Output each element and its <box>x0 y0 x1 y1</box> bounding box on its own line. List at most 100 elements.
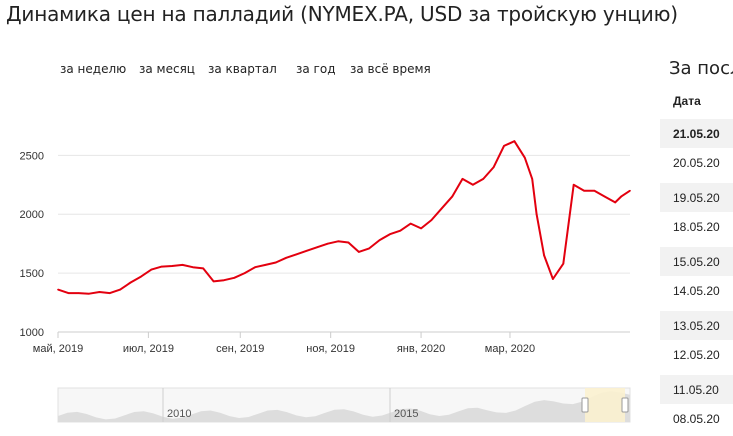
x-tick-label: сен, 2019 <box>216 343 264 355</box>
data-point <box>212 280 215 283</box>
tab-week[interactable]: за неделю <box>60 62 127 76</box>
data-point <box>562 262 565 265</box>
data-point <box>171 265 173 267</box>
table-row[interactable]: 19.05.20 <box>660 183 733 212</box>
data-point <box>77 292 80 294</box>
table-row[interactable]: 11.05.20 <box>660 375 733 404</box>
data-point <box>482 178 485 180</box>
data-point <box>389 233 391 236</box>
table-cell-date: 15.05.20 <box>673 255 720 269</box>
data-point <box>513 140 516 142</box>
data-point <box>285 257 288 259</box>
data-point <box>275 261 277 264</box>
navigator-selection <box>585 388 625 422</box>
x-tick-label: ноя, 2019 <box>306 343 355 355</box>
navigator-tick-label: 2010 <box>167 408 191 420</box>
data-point <box>472 183 474 186</box>
table-row[interactable]: 20.05.20 <box>660 148 733 177</box>
data-point <box>583 189 585 192</box>
page-title: Динамика цен на палладий (NYMEX.PA, USD … <box>6 2 678 26</box>
table-cell-date: 19.05.20 <box>673 191 720 205</box>
data-point <box>192 266 194 269</box>
data-point <box>461 178 464 180</box>
navigator[interactable]: 2010 2015 <box>57 387 631 423</box>
data-point <box>552 278 554 280</box>
data-point <box>67 292 70 294</box>
table-row[interactable]: 13.05.20 <box>660 311 733 340</box>
tab-all-time[interactable]: за всё время <box>350 62 431 76</box>
data-point <box>316 246 319 248</box>
data-point <box>119 288 122 291</box>
table-cell-date: 12.05.20 <box>673 348 720 362</box>
price-chart[interactable]: 1000 1500 2000 2500 май, 2019 июл, 2019 сен, … <box>0 100 660 436</box>
data-point <box>140 275 142 278</box>
table-row[interactable]: 08.05.20 <box>660 404 733 433</box>
data-point <box>535 213 538 216</box>
x-tick-label: май, 2019 <box>33 343 83 355</box>
data-point <box>451 195 453 198</box>
data-point <box>523 156 526 159</box>
data-point <box>306 249 308 252</box>
table-row[interactable]: 15.05.20 <box>660 247 733 276</box>
table-row[interactable]: 21.05.20 <box>660 119 733 148</box>
data-point <box>57 288 59 291</box>
x-tick-label: мар, 2020 <box>485 343 535 355</box>
data-point <box>604 195 606 198</box>
navigator-tick-label: 2015 <box>394 408 418 420</box>
data-point <box>223 279 225 281</box>
data-point <box>160 265 163 268</box>
data-point <box>441 207 443 210</box>
table-row[interactable]: 12.05.20 <box>660 340 733 369</box>
data-point <box>629 189 631 192</box>
table-row[interactable]: 14.05.20 <box>660 276 733 305</box>
data-point <box>543 254 545 257</box>
data-point <box>181 264 184 266</box>
data-point <box>420 227 422 230</box>
navigator-left-handle <box>581 397 589 413</box>
table-cell-date: 08.05.20 <box>673 412 720 426</box>
data-point <box>337 240 339 243</box>
tab-month[interactable]: за месяц <box>139 62 195 76</box>
data-point <box>233 277 236 279</box>
data-point <box>378 239 381 241</box>
tab-quarter[interactable]: за квартал <box>208 62 277 76</box>
y-tick-label: 2000 <box>20 209 44 221</box>
data-point <box>399 229 402 232</box>
data-point <box>254 266 256 269</box>
side-table-date-header: Дата <box>673 94 701 108</box>
y-axis: 1000 1500 2000 2500 <box>20 150 44 339</box>
navigator-right-handle <box>621 397 629 413</box>
table-cell-date: 11.05.20 <box>673 383 719 397</box>
data-point <box>492 166 495 168</box>
y-tick-label: 2500 <box>20 150 44 162</box>
data-point <box>326 242 329 245</box>
data-point <box>430 219 433 221</box>
data-point <box>409 222 412 225</box>
data-point <box>88 292 90 295</box>
data-point <box>150 268 153 271</box>
table-cell-date: 21.05.20 <box>673 127 720 141</box>
table-cell-date: 20.05.20 <box>673 156 720 170</box>
data-point <box>593 189 596 192</box>
table-row[interactable]: 18.05.20 <box>660 212 733 241</box>
navigator-overview-area <box>58 391 630 422</box>
data-point <box>503 145 505 147</box>
data-point <box>614 201 616 204</box>
x-axis: май, 2019 июл, 2019 сен, 2019 ноя, 2019 янв,… <box>33 331 630 355</box>
x-tick-label: июл, 2019 <box>123 343 174 355</box>
table-cell-date: 18.05.20 <box>673 220 720 234</box>
table-cell-date: 13.05.20 <box>673 319 720 333</box>
data-point <box>572 183 575 186</box>
series-layer <box>57 140 631 295</box>
y-tick-label: 1500 <box>20 268 44 280</box>
chart-grid <box>58 154 630 333</box>
data-point <box>368 247 370 250</box>
data-point <box>347 241 350 244</box>
data-point <box>129 281 132 284</box>
tab-year[interactable]: за год <box>296 62 336 76</box>
series-line <box>57 140 631 295</box>
side-table-title: За посл <box>669 58 733 79</box>
data-point <box>243 272 246 274</box>
data-point <box>358 251 360 253</box>
x-tick-label: янв, 2020 <box>397 343 445 355</box>
